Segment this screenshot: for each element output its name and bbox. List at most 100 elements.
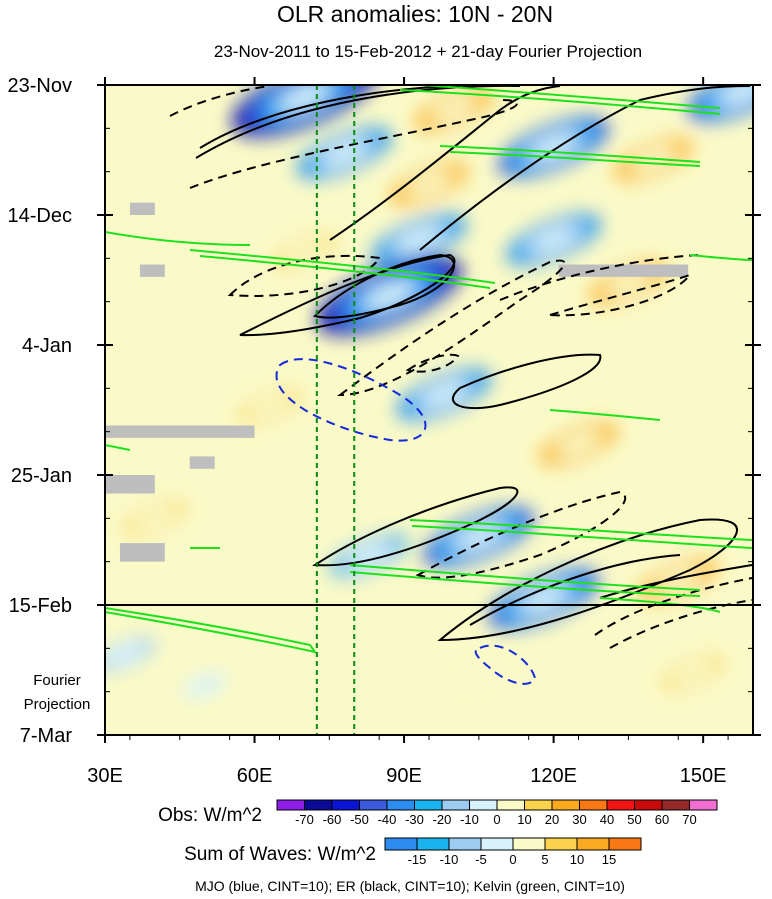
anomaly-blob: [432, 97, 476, 122]
colorbar-swatch: [634, 799, 663, 811]
y-tick-label: 7-Mar: [20, 725, 73, 747]
colorbar-swatch: [469, 799, 498, 811]
colorbar-level-label: 40: [600, 812, 614, 827]
colorbar-swatch: [276, 799, 305, 811]
er-contour-negative: [499, 254, 701, 301]
missing-data-cell: [105, 425, 255, 438]
footer-note: MJO (blue, CINT=10); ER (black, CINT=10)…: [195, 878, 625, 894]
kelvin-contour: [411, 525, 753, 549]
colorbar-swatch: [551, 799, 580, 811]
mjo-contour-negative: [275, 358, 427, 442]
colorbar-swatch: [689, 799, 718, 811]
anomaly-blob: [282, 85, 326, 110]
colorbar-swatch: [606, 799, 635, 811]
anomaly-blob: [532, 134, 576, 160]
anomaly-blob: [183, 673, 227, 698]
er-contour-positive: [452, 353, 602, 410]
colorbar-swatch: [512, 837, 546, 851]
colorbar-swatch: [661, 799, 690, 811]
plot-area: [105, 85, 753, 735]
y-tick-label: 14-Dec: [8, 205, 72, 227]
anomaly-blob: [671, 660, 715, 686]
kelvin-contour: [105, 607, 318, 654]
er-contour-positive: [239, 253, 456, 337]
er-contour-positive: [311, 486, 519, 567]
wave-colorbar-label: Sum of Waves: W/m^2: [184, 844, 376, 865]
x-tick-label: 30E: [87, 765, 123, 787]
colorbar-swatch: [304, 799, 333, 811]
projection-label-line2: Projection: [24, 696, 91, 713]
x-tick-label: 60E: [237, 765, 273, 787]
anomaly-blob: [606, 270, 650, 296]
colorbar-level-label: 20: [545, 812, 559, 827]
er-contour-positive: [329, 85, 561, 241]
y-tick-label: 25-Jan: [11, 465, 72, 487]
kelvin-contour: [409, 519, 753, 541]
colorbar-level-label: 10: [517, 812, 531, 827]
missing-data-cell: [189, 456, 215, 469]
chart-subtitle: 23-Nov-2011 to 15-Feb-2012 + 21-day Four…: [214, 42, 642, 61]
kelvin-contour: [349, 564, 701, 591]
missing-data-cell: [129, 202, 155, 215]
colorbar-swatch: [416, 837, 450, 851]
colorbar-level-label: -70: [295, 812, 314, 827]
colorbar-level-label: 50: [627, 812, 641, 827]
anomaly-blob: [532, 227, 576, 252]
colorbar-level-label: 5: [541, 852, 548, 867]
colorbar-swatch: [480, 837, 514, 851]
colorbar-swatch: [414, 799, 443, 811]
obs-colorbar: -70 -60 -50 -40 -30 -20 -10 0 10 20 30 40 50 60 70: [276, 799, 718, 827]
colorbar-level-label: -10: [440, 852, 459, 867]
kelvin-contour: [689, 254, 753, 261]
colorbar-level-label: 70: [682, 812, 696, 827]
colorbar-swatch: [496, 799, 525, 811]
kelvin-contour: [349, 571, 701, 597]
er-contour-positive: [313, 253, 455, 319]
colorbar-level-label: 60: [655, 812, 669, 827]
er-contour-positive: [469, 554, 681, 626]
anomaly-blob: [322, 140, 366, 166]
y-tick-label: 23-Nov: [8, 75, 72, 97]
kelvin-contour: [449, 151, 701, 167]
anomaly-blob: [397, 227, 441, 252]
colorbar-swatch: [608, 837, 642, 851]
er-contour-positive: [199, 85, 461, 149]
anomaly-blob: [133, 506, 177, 531]
colorbar-level-label: 0: [509, 852, 516, 867]
colorbar-level-label: -5: [475, 852, 487, 867]
x-tick-label: 150E: [680, 765, 727, 787]
anomaly-blob: [367, 283, 411, 308]
colorbar-swatch: [359, 799, 388, 811]
colorbar-level-label: 15: [602, 852, 616, 867]
anomaly-blob: [721, 85, 753, 104]
x-tick-label: 90E: [386, 765, 422, 787]
anomaly-blob: [105, 642, 147, 667]
colorbar-level-label: 10: [570, 852, 584, 867]
er-contour-negative: [549, 272, 693, 317]
missing-data-layer: [105, 202, 689, 562]
kelvin-contour: [549, 409, 661, 421]
mjo-contour-negative: [474, 644, 537, 685]
anomaly-blob: [282, 240, 326, 265]
anomaly-blob: [407, 171, 451, 197]
anomaly-blob: [556, 431, 601, 457]
er-contour-positive: [195, 85, 521, 159]
missing-data-cell: [558, 264, 689, 277]
colorbar-level-label: -50: [350, 812, 369, 827]
reference-longitude-lines: [315, 85, 356, 735]
kelvin-contour: [189, 249, 496, 284]
projection-label-line1: Fourier: [33, 672, 81, 689]
obs-colorbar-label: Obs: W/m^2: [158, 805, 262, 826]
colorbar-swatch: [579, 799, 608, 811]
y-tick-label: 4-Jan: [22, 335, 72, 357]
colorbar-level-label: 30: [572, 812, 586, 827]
er-contour-positive: [419, 85, 751, 251]
er-contour-negative: [189, 99, 518, 189]
kelvin-contour: [404, 85, 721, 109]
kelvin-contour: [105, 231, 251, 246]
colorbar-swatch: [448, 837, 482, 851]
colorbar-level-label: 0: [493, 812, 500, 827]
colorbar-swatch: [544, 837, 578, 851]
colorbar-level-label: -40: [378, 812, 397, 827]
